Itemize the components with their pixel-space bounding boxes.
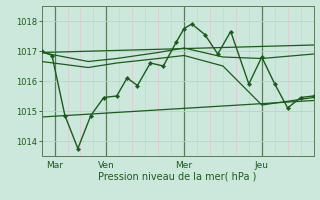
X-axis label: Pression niveau de la mer( hPa ): Pression niveau de la mer( hPa ) xyxy=(99,171,257,181)
